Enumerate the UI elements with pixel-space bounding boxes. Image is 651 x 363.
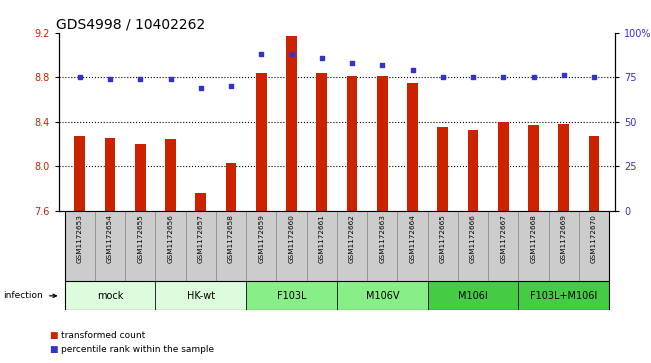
Bar xyxy=(458,211,488,281)
Text: GSM1172665: GSM1172665 xyxy=(440,214,446,263)
Text: ■: ■ xyxy=(49,345,57,354)
Bar xyxy=(337,211,367,281)
Bar xyxy=(135,144,146,211)
Text: GSM1172661: GSM1172661 xyxy=(319,214,325,263)
Text: GSM1172667: GSM1172667 xyxy=(500,214,506,263)
Point xyxy=(195,85,206,91)
Bar xyxy=(256,73,266,211)
Text: GSM1172664: GSM1172664 xyxy=(409,214,415,263)
Text: GSM1172655: GSM1172655 xyxy=(137,214,143,263)
Point xyxy=(347,60,357,66)
Bar xyxy=(165,139,176,211)
Bar xyxy=(246,281,337,310)
Point xyxy=(559,73,569,78)
Text: F103L: F103L xyxy=(277,291,306,301)
Text: percentile rank within the sample: percentile rank within the sample xyxy=(61,345,214,354)
Bar xyxy=(528,125,539,211)
Bar xyxy=(246,211,277,281)
Text: GSM1172670: GSM1172670 xyxy=(591,214,597,263)
Bar xyxy=(549,211,579,281)
Point xyxy=(437,74,448,80)
Bar xyxy=(226,163,236,211)
Bar xyxy=(64,281,156,310)
Bar xyxy=(316,73,327,211)
Text: M106V: M106V xyxy=(365,291,399,301)
Bar xyxy=(377,76,387,211)
Bar xyxy=(397,211,428,281)
Bar xyxy=(74,136,85,211)
Text: GSM1172654: GSM1172654 xyxy=(107,214,113,263)
Text: GSM1172662: GSM1172662 xyxy=(349,214,355,263)
Text: M106I: M106I xyxy=(458,291,488,301)
Text: infection: infection xyxy=(3,291,43,300)
Point xyxy=(256,51,266,57)
Bar xyxy=(428,211,458,281)
Bar xyxy=(277,211,307,281)
Bar xyxy=(337,281,428,310)
Bar xyxy=(156,211,186,281)
Text: GSM1172657: GSM1172657 xyxy=(198,214,204,263)
Point xyxy=(316,55,327,61)
Point xyxy=(226,83,236,89)
Text: GSM1172660: GSM1172660 xyxy=(288,214,294,263)
Bar xyxy=(518,281,609,310)
Text: GSM1172668: GSM1172668 xyxy=(531,214,536,263)
Text: GSM1172669: GSM1172669 xyxy=(561,214,567,263)
Bar xyxy=(498,122,508,211)
Text: GSM1172666: GSM1172666 xyxy=(470,214,476,263)
Point xyxy=(498,74,508,80)
Bar xyxy=(428,281,518,310)
Bar xyxy=(125,211,156,281)
Bar xyxy=(64,211,95,281)
Bar xyxy=(195,193,206,211)
Point xyxy=(286,51,297,57)
Point xyxy=(75,74,85,80)
Bar xyxy=(437,127,448,211)
Bar xyxy=(467,131,478,211)
Point xyxy=(468,74,478,80)
Text: GSM1172658: GSM1172658 xyxy=(228,214,234,263)
Bar xyxy=(186,211,216,281)
Bar xyxy=(408,83,418,211)
Point xyxy=(165,76,176,82)
Text: GSM1172653: GSM1172653 xyxy=(77,214,83,263)
Text: GSM1172663: GSM1172663 xyxy=(380,214,385,263)
Bar xyxy=(518,211,549,281)
Bar xyxy=(559,124,569,211)
Bar xyxy=(95,211,125,281)
Bar xyxy=(488,211,518,281)
Point xyxy=(135,76,145,82)
Bar xyxy=(156,281,246,310)
Text: GSM1172656: GSM1172656 xyxy=(167,214,174,263)
Point xyxy=(408,67,418,73)
Bar xyxy=(216,211,246,281)
Text: GDS4998 / 10402262: GDS4998 / 10402262 xyxy=(56,17,205,32)
Point xyxy=(589,74,599,80)
Text: mock: mock xyxy=(97,291,123,301)
Bar xyxy=(579,211,609,281)
Text: F103L+M106I: F103L+M106I xyxy=(530,291,598,301)
Bar xyxy=(367,211,397,281)
Point xyxy=(529,74,539,80)
Bar xyxy=(307,211,337,281)
Text: HK-wt: HK-wt xyxy=(187,291,215,301)
Bar xyxy=(347,76,357,211)
Point xyxy=(105,76,115,82)
Text: transformed count: transformed count xyxy=(61,331,145,340)
Bar xyxy=(589,136,600,211)
Text: ■: ■ xyxy=(49,331,57,340)
Bar xyxy=(286,36,297,211)
Text: GSM1172659: GSM1172659 xyxy=(258,214,264,263)
Point xyxy=(377,62,387,68)
Bar xyxy=(105,138,115,211)
